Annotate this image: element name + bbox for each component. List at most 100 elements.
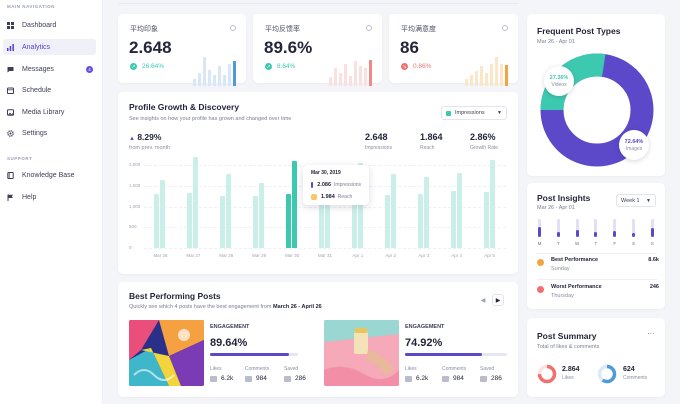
- bar-reach[interactable]: [286, 194, 292, 248]
- saved-metric: Saved 286: [480, 366, 502, 382]
- chart-tooltip: Mar 30, 2019 2.086 Impressions 1.984 Reach: [303, 165, 369, 205]
- bar-impressions[interactable]: [390, 174, 396, 248]
- sidebar-item-analytics[interactable]: Analytics: [3, 39, 96, 55]
- spark-bar: [217, 66, 221, 86]
- bar-impressions[interactable]: [489, 160, 495, 248]
- bar-reach[interactable]: [450, 190, 456, 248]
- best-performance-title: Best Performance: [551, 257, 599, 263]
- info-icon[interactable]: [366, 25, 372, 31]
- sidebar-item-help[interactable]: Help: [3, 189, 96, 205]
- sidebar: MAIN NAVIGATION Dashboard Analytics Mess…: [0, 0, 103, 404]
- next-button[interactable]: ▶: [492, 294, 504, 306]
- bar-reach[interactable]: [220, 196, 226, 248]
- x-tick-label: Apr 1: [352, 253, 364, 258]
- spark-bar: [363, 68, 367, 86]
- spark-bar: [222, 75, 226, 86]
- spark-bar: [474, 70, 478, 86]
- bar-impressions[interactable]: [423, 177, 429, 248]
- stat-label: Impressions: [365, 145, 392, 151]
- main-navigation-label: MAIN NAVIGATION: [7, 4, 55, 9]
- kpi-card-impressions: 平均印象 2.648 ↗ 26.64%: [118, 14, 246, 86]
- likes-label: Likes: [210, 366, 222, 372]
- tooltip-reach-label: Reach: [337, 194, 353, 200]
- trend-down-icon: ↘: [401, 63, 408, 70]
- bar-reach[interactable]: [483, 191, 489, 248]
- engagement-progress-fill: [210, 353, 290, 356]
- engagement-progress: [405, 353, 507, 356]
- post-image-drink[interactable]: [324, 320, 399, 386]
- images-label: Images: [625, 145, 643, 152]
- insight-day-label: T: [556, 241, 560, 246]
- bar-impressions[interactable]: [357, 162, 363, 248]
- insight-day-label: T: [594, 241, 598, 246]
- info-icon[interactable]: [502, 25, 508, 31]
- saved-value-row: 286: [480, 375, 502, 382]
- support-label: SUPPORT: [7, 156, 33, 161]
- bar-reach[interactable]: [384, 195, 390, 248]
- engagement-value: 74.92%: [405, 337, 443, 349]
- bar-reach[interactable]: [187, 192, 193, 248]
- x-tick-label: Mar 30: [285, 253, 300, 258]
- sidebar-item-knowledge-base[interactable]: Knowledge Base: [3, 167, 96, 183]
- growth-headline-number: 8.29%: [137, 132, 162, 142]
- bar-reach[interactable]: [351, 196, 357, 248]
- sidebar-item-settings[interactable]: Settings: [3, 125, 96, 141]
- y-tick-label: 500: [129, 224, 137, 230]
- metric-dropdown[interactable]: Impressions ▼: [441, 106, 507, 120]
- likes-summary-value: 2.864: [562, 366, 580, 373]
- videos-label: Videos: [551, 81, 567, 88]
- insight-bar-fill: [632, 233, 635, 237]
- bar-reach[interactable]: [154, 194, 160, 248]
- bar-reach[interactable]: [417, 194, 423, 248]
- spark-bar: [368, 60, 372, 86]
- bar-impressions[interactable]: [259, 182, 265, 248]
- spark-bar: [469, 75, 473, 86]
- prev-button[interactable]: ◀: [477, 294, 489, 306]
- kpi-change-value: 26.64%: [142, 63, 165, 70]
- donut-slice-videos: [540, 53, 654, 167]
- post-image-abstract[interactable]: [129, 320, 204, 386]
- kpi-title: 平均反馈率: [265, 26, 300, 33]
- bar-reach[interactable]: [319, 194, 324, 248]
- post-types-card: Frequent Post Types Mar 26 - Apr 01 27.3…: [527, 14, 665, 176]
- bar-impressions[interactable]: [292, 160, 298, 248]
- kpi-value: 86: [400, 38, 419, 57]
- more-options-icon[interactable]: ···: [647, 329, 655, 338]
- info-icon[interactable]: [230, 25, 236, 31]
- sidebar-item-label: Dashboard: [22, 21, 57, 29]
- spark-bar: [464, 78, 468, 86]
- bar-reach[interactable]: [253, 196, 259, 248]
- saved-value-row: 286: [284, 375, 306, 382]
- bookmark-icon: [284, 375, 291, 382]
- post-types-title: Frequent Post Types: [537, 26, 621, 36]
- engagement-label: ENGAGEMENT: [210, 324, 250, 330]
- likes-metric: Likes 6.2k: [210, 366, 233, 382]
- y-tick-label: 1,500: [129, 182, 141, 188]
- sidebar-item-schedule[interactable]: Schedule: [3, 82, 96, 98]
- spark-bar: [489, 63, 493, 86]
- sidebar-item-media-library[interactable]: Media Library: [3, 104, 96, 120]
- bar-impressions[interactable]: [193, 156, 199, 248]
- spark-bar: [212, 75, 216, 86]
- insight-bar-fill: [594, 231, 598, 237]
- chevron-left-icon: ◀: [480, 297, 486, 304]
- dropdown-value: Week 1: [621, 197, 640, 204]
- stat-growth-rate: 2.86% Growth Rate: [470, 132, 498, 151]
- x-tick-label: Mar 31: [317, 253, 332, 258]
- week-dropdown[interactable]: Week 1 ▼: [616, 194, 656, 207]
- post-summary-card: Post Summary ··· Total of likes & commen…: [527, 318, 665, 397]
- x-tick-label: Mar 27: [186, 253, 201, 258]
- x-tick-label: Mar 26: [153, 253, 168, 258]
- insight-bar-track: [538, 219, 541, 237]
- bar-impressions[interactable]: [226, 174, 232, 248]
- spark-bar: [192, 78, 196, 86]
- spark-bar: [504, 65, 508, 86]
- comments-metric: Comments 984: [245, 366, 269, 382]
- bar-impressions[interactable]: [160, 179, 166, 248]
- bar-impressions[interactable]: [325, 177, 330, 248]
- stat-label: Reach: [420, 145, 435, 151]
- sidebar-item-dashboard[interactable]: Dashboard: [3, 17, 96, 33]
- bar-impressions[interactable]: [456, 173, 462, 248]
- x-tick-label: Apr 4: [451, 253, 462, 258]
- sidebar-item-messages[interactable]: Messages 4: [3, 61, 96, 77]
